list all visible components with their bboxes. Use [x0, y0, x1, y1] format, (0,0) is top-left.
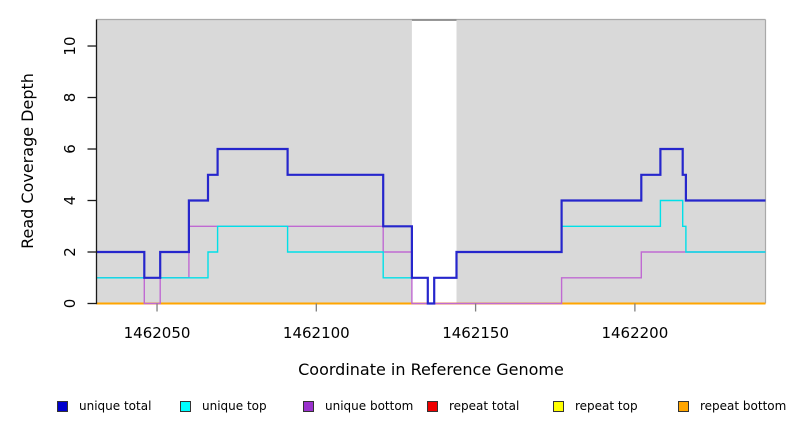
y-tick-label: 2: [61, 247, 79, 257]
axes: 0 2 4 6 8 10 1462050 1462100 1462150 1462200: [61, 19, 668, 342]
y-tick-label: 10: [61, 36, 79, 55]
legend-swatch: [553, 400, 564, 412]
series-unique-total: [96, 147, 766, 305]
x-tick-label: 1462100: [283, 324, 350, 342]
legend-item-repeat-bottom: repeat bottom: [678, 398, 786, 414]
legend-swatch: [57, 400, 68, 412]
x-axis-label: Coordinate in Reference Genome: [298, 360, 564, 379]
y-axis-label: Read Coverage Depth: [18, 73, 37, 249]
x-tick-label: 1462050: [124, 324, 191, 342]
legend-swatch: [678, 400, 689, 412]
plot-border: [96, 18, 767, 304]
legend-label: unique top: [202, 399, 267, 413]
y-tick-label: 6: [61, 144, 79, 154]
legend-label: repeat total: [449, 399, 520, 413]
coverage-chart: 0 2 4 6 8 10 1462050 1462100 1462150 1462200 Coor…: [18, 18, 767, 379]
legend: unique total unique top unique bottom repea…: [0, 398, 792, 420]
legend-label: unique total: [79, 399, 152, 413]
legend-item-unique-bottom: unique bottom: [303, 398, 413, 414]
legend-item-repeat-top: repeat top: [553, 398, 638, 414]
y-tick-label: 4: [61, 196, 79, 206]
series-lines: [96, 147, 766, 305]
legend-item-unique-top: unique top: [180, 398, 267, 414]
legend-item-repeat-total: repeat total: [427, 398, 519, 414]
covered-region: [96, 19, 412, 304]
plot-panel: [96, 19, 766, 304]
x-tick-label: 1462150: [442, 324, 509, 342]
legend-swatch: [180, 400, 191, 412]
legend-label: unique bottom: [325, 399, 414, 413]
y-tick-label: 8: [61, 93, 79, 103]
legend-swatch: [303, 400, 314, 412]
y-tick-label: 0: [61, 299, 79, 309]
x-tick-label: 1462200: [601, 324, 668, 342]
legend-swatch: [427, 400, 438, 412]
covered-region: [456, 19, 766, 304]
legend-item-unique-total: unique total: [57, 398, 151, 414]
legend-label: repeat top: [575, 399, 638, 413]
legend-label: repeat bottom: [700, 399, 787, 413]
series-unique-bottom: [96, 225, 766, 305]
